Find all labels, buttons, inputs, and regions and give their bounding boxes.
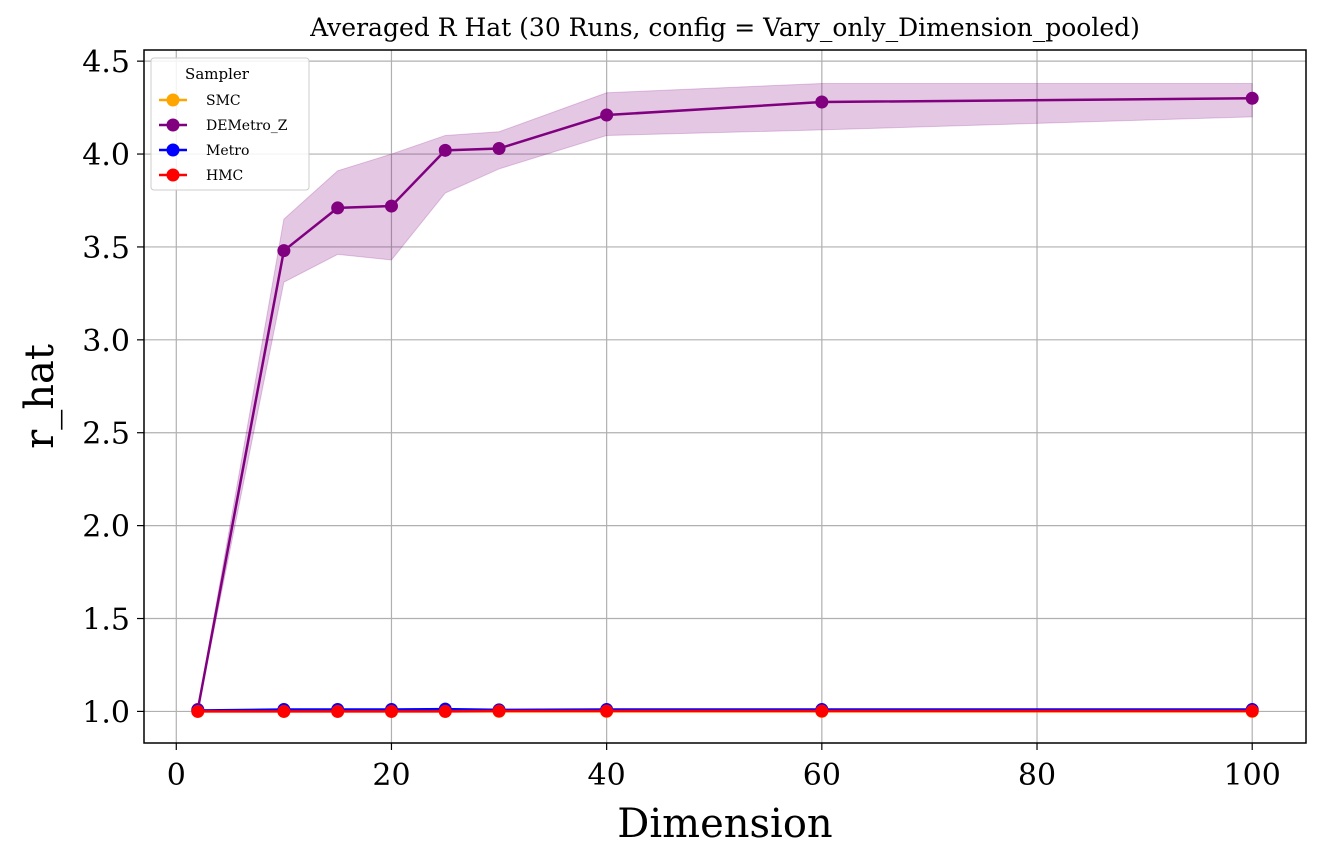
legend-item-metro: Metro [159, 143, 249, 159]
y-tick-label: 3.5 [82, 231, 130, 266]
data-point [492, 141, 506, 155]
band-layer [197, 82, 1253, 711]
data-point [815, 95, 829, 109]
y-tick-label: 2.0 [82, 510, 130, 545]
confidence-band [197, 82, 1253, 711]
x-tick-label: 20 [372, 758, 410, 793]
data-point [438, 143, 452, 157]
y-axis-title: r_hat [17, 344, 63, 449]
legend-title: Sampler [185, 65, 250, 83]
data-point [815, 704, 829, 718]
data-point [277, 704, 291, 718]
data-point [191, 704, 205, 718]
legend-item-smc: SMC [159, 93, 241, 109]
y-tick-label: 1.0 [82, 695, 130, 730]
legend-label: HMC [206, 168, 243, 184]
series-layer [191, 91, 1259, 718]
legend-box [150, 57, 310, 191]
y-tick-label: 4.0 [82, 138, 130, 173]
x-axis-title: Dimension [617, 801, 832, 847]
data-point [600, 108, 614, 122]
y-tick-label: 3.0 [82, 324, 130, 359]
y-tick-label: 2.5 [82, 417, 130, 452]
legend-marker [166, 143, 180, 157]
series-demetro_z [191, 91, 1259, 717]
data-point [277, 244, 291, 258]
legend-label: DEMetro_Z [206, 118, 288, 134]
x-tick-label: 80 [1018, 758, 1056, 793]
legend-label: Metro [206, 143, 249, 159]
legend-marker [166, 168, 180, 182]
legend: Sampler SMC DEMetro_Z Metro HMC [150, 57, 310, 191]
x-tick-label: 0 [167, 758, 186, 793]
x-tick-label: 100 [1224, 758, 1281, 793]
grid-layer [144, 50, 1306, 743]
chart-title: Averaged R Hat (30 Runs, config = Vary_o… [309, 13, 1140, 42]
data-point [331, 201, 345, 215]
legend-items: SMC DEMetro_Z Metro HMC [159, 93, 288, 184]
x-tick-label: 40 [588, 758, 626, 793]
tick-layer: 0 20 40 60 80 100 1.0 1.5 2.0 2.5 3.0 3.5 4.0 4.5 [82, 45, 1281, 793]
legend-marker [166, 93, 180, 107]
x-tick-label: 60 [803, 758, 841, 793]
legend-label: SMC [206, 93, 241, 109]
data-point [331, 704, 345, 718]
legend-item-hmc: HMC [159, 168, 243, 184]
legend-marker [166, 118, 180, 132]
data-point [438, 704, 452, 718]
data-point [384, 199, 398, 213]
data-point [492, 704, 506, 718]
legend-item-demetro_z: DEMetro_Z [159, 118, 288, 134]
data-point [1245, 91, 1259, 105]
plot-frame [143, 49, 1307, 744]
data-point [384, 704, 398, 718]
data-point [1245, 704, 1259, 718]
y-tick-label: 4.5 [82, 45, 130, 80]
data-point [600, 704, 614, 718]
y-tick-label: 1.5 [82, 603, 130, 638]
series-hmc [191, 704, 1259, 718]
